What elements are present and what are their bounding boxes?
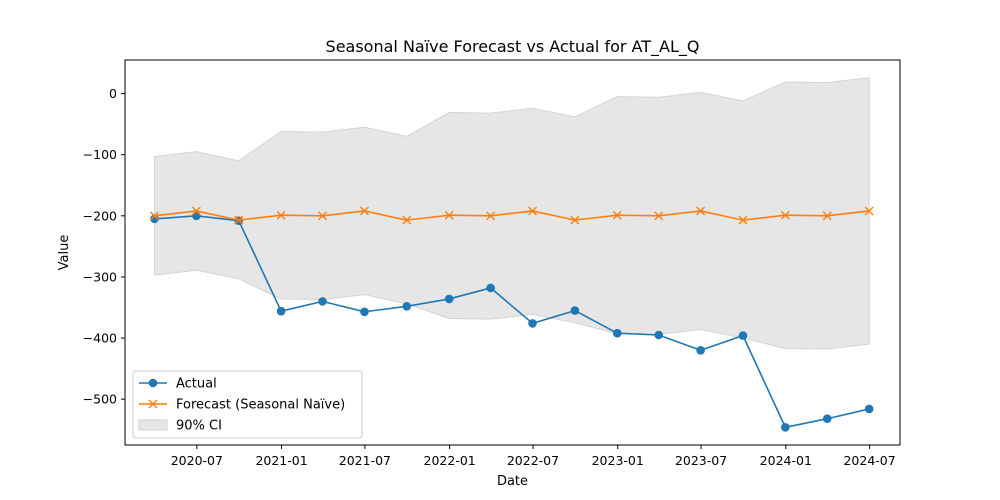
data-point	[781, 422, 790, 432]
data-point	[444, 294, 454, 304]
data-point	[234, 215, 244, 225]
series-0	[150, 211, 874, 432]
legend-marker	[148, 378, 158, 388]
y-tick-label: −100	[83, 147, 117, 162]
x-tick-label: 2021-01	[255, 453, 307, 468]
y-tick-label: −200	[83, 208, 117, 223]
data-point	[864, 206, 874, 216]
data-point	[150, 214, 159, 224]
data-point	[822, 414, 832, 424]
x-tick-label: 2024-07	[843, 453, 895, 468]
x-tick-label: 2020-07	[171, 453, 223, 468]
legend-item: Actual	[139, 377, 217, 392]
legend-swatch	[138, 419, 168, 431]
data-point	[780, 210, 790, 220]
legend-label: Forecast (Seasonal Naïve)	[176, 398, 345, 413]
chart-title: Seasonal Naïve Forecast vs Actual for AT…	[326, 37, 700, 57]
data-point	[696, 206, 706, 216]
y-axis: 0 −100 −200 −300 −400 −500	[83, 86, 125, 407]
data-point	[192, 211, 201, 221]
legend-marker	[148, 399, 158, 409]
data-point	[276, 210, 286, 220]
data-point	[696, 345, 705, 355]
data-point	[738, 331, 748, 340]
legend: Actual Forecast (Seasonal Naïve) 90% CI	[132, 370, 363, 439]
series-line-0	[154, 215, 870, 429]
legend-box	[132, 370, 363, 439]
series-1	[149, 206, 874, 225]
plot-area	[149, 77, 874, 432]
x-tick-label: 2023-01	[592, 453, 644, 468]
data-point	[570, 306, 580, 315]
data-point	[612, 210, 622, 220]
legend-label: 90% CI	[176, 419, 222, 434]
y-tick-label: −300	[83, 269, 117, 284]
data-point	[359, 206, 369, 216]
data-point	[149, 211, 159, 221]
data-point	[276, 306, 286, 316]
data-point	[612, 328, 622, 338]
legend-item: 90% CI	[138, 419, 222, 434]
data-point	[360, 307, 369, 317]
data-point	[528, 206, 538, 216]
plot-frame	[124, 59, 901, 446]
x-axis-label: Date	[497, 474, 528, 489]
legend-item: Forecast (Seasonal Naïve)	[139, 398, 345, 413]
data-point	[402, 215, 412, 225]
x-tick-label: 2024-01	[760, 453, 812, 468]
legend-label: Actual	[176, 377, 217, 392]
x-tick-label: 2021-07	[339, 453, 391, 468]
y-tick-label: −400	[83, 331, 117, 346]
y-axis-label: Value	[57, 235, 72, 271]
data-point	[570, 215, 580, 225]
data-point	[444, 210, 454, 220]
data-point	[654, 211, 664, 221]
data-point	[654, 330, 664, 340]
data-point	[822, 211, 832, 221]
y-tick-label: −500	[83, 392, 117, 407]
data-point	[486, 211, 496, 221]
data-point	[864, 404, 874, 414]
series-line-1	[154, 210, 870, 221]
x-tick-label: 2023-07	[675, 453, 727, 468]
data-point	[486, 283, 495, 293]
x-tick-label: 2022-07	[507, 453, 559, 468]
y-tick-label: 0	[109, 86, 117, 101]
data-point	[318, 297, 327, 306]
data-point	[402, 301, 412, 311]
data-point	[318, 211, 328, 221]
x-tick-label: 2022-01	[424, 453, 476, 468]
data-point	[191, 206, 201, 216]
data-point	[528, 319, 537, 328]
data-point	[738, 215, 748, 225]
x-axis: 2020-07 2021-01 2021-07 2022-01 2022-07 2023-…	[171, 445, 896, 468]
